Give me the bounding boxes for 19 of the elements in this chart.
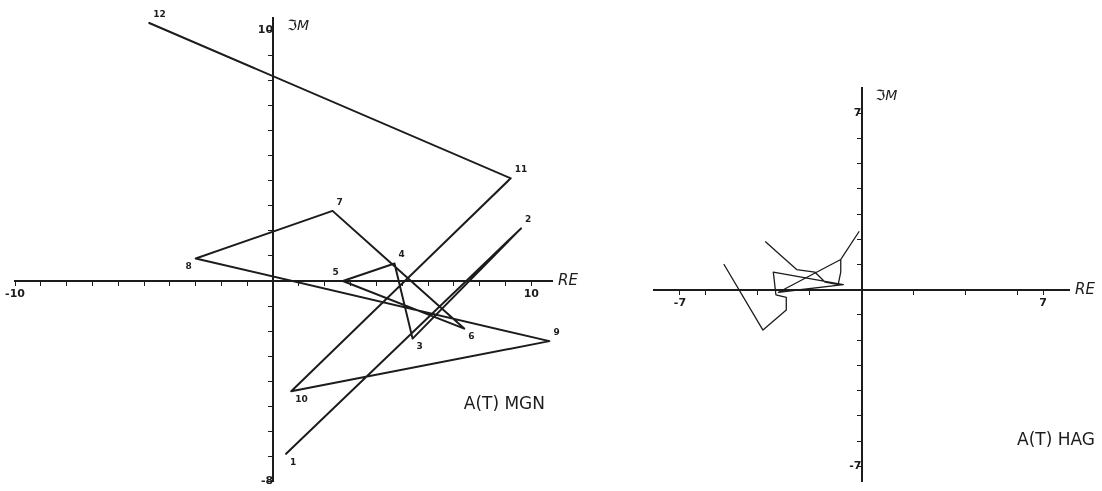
annotation: 6 [468, 331, 475, 342]
annotation: 12 [153, 8, 166, 19]
x-axis-title: RE [1075, 279, 1096, 298]
y-axis-title: ℑM [287, 16, 310, 33]
annotation: 8 [185, 261, 192, 272]
annotation: 3 [416, 341, 423, 352]
annotation: 9 [553, 326, 560, 337]
x-tick-label: -10 [5, 287, 26, 301]
y-axis-title: ℑM [875, 86, 898, 103]
annotation: 4 [398, 249, 405, 260]
text: A(T) HAG [1017, 429, 1095, 450]
annotation: 1 [290, 456, 297, 467]
annotation: 7 [336, 196, 343, 207]
x-axis-title: RE [558, 270, 579, 289]
annotation: 10 [295, 394, 308, 405]
annotation: 11 [514, 164, 528, 175]
text: A(T) MGN [463, 393, 545, 414]
annotation: 5 [332, 266, 339, 277]
annotation: 2 [525, 214, 532, 225]
